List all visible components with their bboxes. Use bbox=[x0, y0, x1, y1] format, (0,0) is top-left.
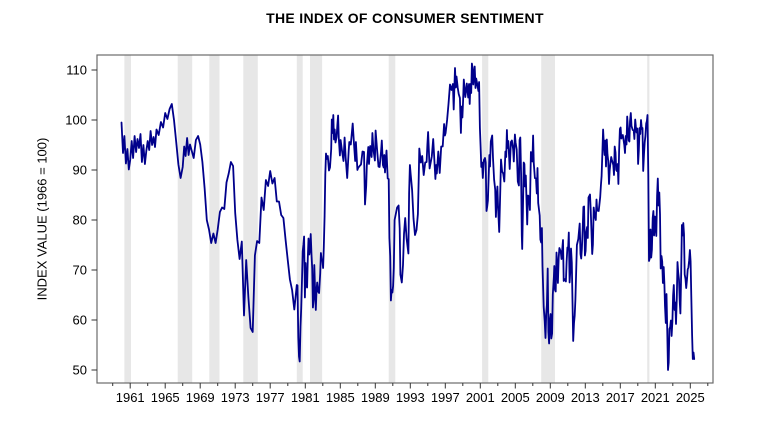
x-tick-label: 1989 bbox=[361, 390, 390, 405]
recession-band bbox=[388, 55, 396, 383]
recession-band bbox=[177, 55, 193, 383]
recession-band bbox=[310, 55, 323, 383]
sentiment-line bbox=[120, 62, 696, 371]
x-tick-label: 1977 bbox=[256, 390, 285, 405]
axis-labels-layer: 1961 1965 1969 1973 1977 1981 1985 1989 1993 1997… bbox=[65, 63, 704, 406]
x-tick-label: 2021 bbox=[641, 390, 670, 405]
plot-frame bbox=[96, 54, 714, 384]
y-tick-label: 80 bbox=[73, 213, 87, 228]
y-tick-label: 100 bbox=[65, 113, 87, 128]
chart-title: THE INDEX OF CONSUMER SENTIMENT bbox=[266, 10, 544, 26]
x-tick-label: 1965 bbox=[151, 390, 180, 405]
x-tick-label: 1993 bbox=[396, 390, 425, 405]
x-tick-label: 1981 bbox=[291, 390, 320, 405]
recession-band bbox=[482, 55, 489, 383]
recession-bands-layer bbox=[124, 55, 650, 383]
x-tick-label: 2025 bbox=[676, 390, 705, 405]
x-tick-label: 2009 bbox=[536, 390, 565, 405]
recession-band bbox=[541, 55, 555, 383]
recession-band bbox=[209, 55, 220, 383]
y-tick-label: 60 bbox=[73, 313, 87, 328]
x-tick-label: 1961 bbox=[116, 390, 145, 405]
x-tick-label: 1985 bbox=[326, 390, 355, 405]
y-tick-label: 50 bbox=[73, 363, 87, 378]
axis-ticks-layer bbox=[91, 69, 709, 389]
recession-band bbox=[296, 55, 303, 383]
x-tick-label: 2017 bbox=[606, 390, 635, 405]
recession-band bbox=[243, 55, 258, 383]
data-line-layer bbox=[120, 62, 696, 371]
x-tick-label: 2001 bbox=[466, 390, 495, 405]
y-tick-label: 90 bbox=[73, 163, 87, 178]
y-axis-label: INDEX VALUE (1966 = 100) bbox=[34, 137, 50, 301]
x-tick-label: 1973 bbox=[221, 390, 250, 405]
y-tick-label: 70 bbox=[73, 263, 87, 278]
x-tick-label: 1969 bbox=[186, 390, 215, 405]
y-tick-label: 110 bbox=[66, 63, 87, 78]
recession-band bbox=[124, 55, 131, 383]
x-tick-label: 2013 bbox=[571, 390, 600, 405]
x-tick-label: 2005 bbox=[501, 390, 530, 405]
x-tick-label: 1997 bbox=[431, 390, 460, 405]
